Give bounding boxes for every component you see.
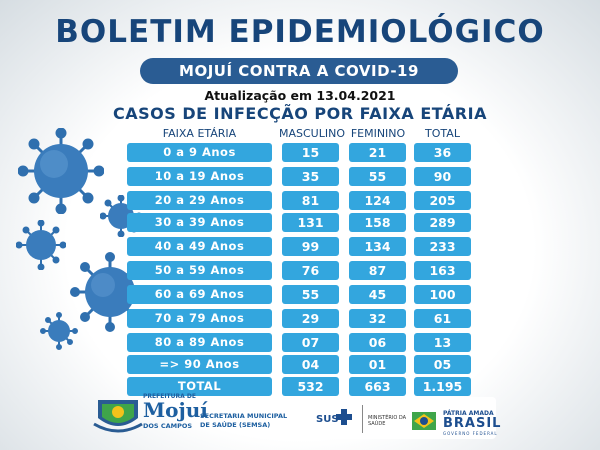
column-header-female: FEMININO (350, 127, 406, 140)
row-male-cell: 15 (282, 143, 339, 162)
row-female-cell: 158 (349, 213, 406, 232)
row-total-cell: 289 (414, 213, 471, 232)
row-female-cell: 21 (349, 143, 406, 162)
ministerio-label: MINISTÉRIO DA SAÚDE (368, 415, 406, 427)
prefeitura-label: PREFEITURA DE (143, 393, 196, 400)
row-male-cell: 76 (282, 261, 339, 280)
row-total-cell: 61 (414, 309, 471, 328)
row-age-cell: 80 a 89 Anos (127, 333, 272, 352)
row-age-cell: 30 a 39 Anos (127, 213, 272, 232)
row-total-cell: 05 (414, 355, 471, 374)
city-name: Mojuí (143, 398, 208, 422)
row-male-cell: 07 (282, 333, 339, 352)
brasil-label: BRASIL (443, 416, 502, 431)
row-male-cell: 29 (282, 309, 339, 328)
secretaria-label: SECRETARIA MUNICIPAL DE SAÚDE (SEMSA) (200, 412, 287, 430)
campaign-banner: MOJUÍ CONTRA A COVID-19 (140, 58, 458, 84)
row-total-cell: 163 (414, 261, 471, 280)
row-age-cell: 10 a 19 Anos (127, 167, 272, 186)
municipal-crest-icon (93, 400, 143, 433)
column-header-total: TOTAL (425, 127, 460, 140)
brazil-flag-icon (412, 412, 436, 430)
patria-amada-label: PÁTRIA AMADA (443, 410, 494, 417)
column-header-male: MASCULINO (279, 127, 345, 140)
row-total-cell: 90 (414, 167, 471, 186)
secretaria-line1: SECRETARIA MUNICIPAL (200, 412, 288, 420)
row-male-cell: 81 (282, 191, 339, 210)
row-age-cell: 60 a 69 Anos (127, 285, 272, 304)
ministerio-line1: MINISTÉRIO DA (368, 415, 407, 421)
row-age-cell: 70 a 79 Anos (127, 309, 272, 328)
sus-cross-icon (336, 409, 352, 425)
sus-logo-text: SUS (316, 414, 339, 425)
coronavirus-icon (40, 312, 78, 350)
row-female-cell: 134 (349, 237, 406, 256)
governo-federal-label: GOVERNO FEDERAL (443, 431, 498, 436)
row-female-cell: 87 (349, 261, 406, 280)
secretaria-line2: DE SAÚDE (SEMSA) (200, 421, 271, 429)
row-age-cell: 40 a 49 Anos (127, 237, 272, 256)
row-female-cell: 55 (349, 167, 406, 186)
row-female-cell: 32 (349, 309, 406, 328)
row-male-cell: 55 (282, 285, 339, 304)
update-date: Atualização em 13.04.2021 (204, 88, 396, 103)
row-age-cell: 0 a 9 Anos (127, 143, 272, 162)
row-age-cell: 50 a 59 Anos (127, 261, 272, 280)
coronavirus-icon (16, 220, 66, 270)
page-title: BOLETIM EPIDEMIOLÓGICO (55, 14, 545, 50)
row-total-cell: 100 (414, 285, 471, 304)
city-suffix: DOS CAMPOS (143, 422, 193, 430)
row-female-cell: 45 (349, 285, 406, 304)
row-male-cell: 35 (282, 167, 339, 186)
coronavirus-icon (18, 128, 104, 214)
row-age-cell: => 90 Anos (127, 355, 272, 374)
row-male-cell: 131 (282, 213, 339, 232)
row-male-cell: 99 (282, 237, 339, 256)
table-subtitle: CASOS DE INFECÇÃO POR FAIXA ETÁRIA (113, 104, 487, 123)
row-male-cell: 04 (282, 355, 339, 374)
row-total-cell: 36 (414, 143, 471, 162)
row-age-cell: 20 a 29 Anos (127, 191, 272, 210)
logo-divider (362, 405, 363, 433)
total-row-total-cell: 1.195 (414, 377, 471, 396)
total-row-female-cell: 663 (349, 377, 406, 396)
column-header-age: FAIXA ETÁRIA (162, 127, 237, 140)
ministerio-line2: SAÚDE (368, 421, 386, 427)
row-female-cell: 06 (349, 333, 406, 352)
row-total-cell: 233 (414, 237, 471, 256)
row-female-cell: 124 (349, 191, 406, 210)
total-row-male-cell: 532 (282, 377, 339, 396)
row-female-cell: 01 (349, 355, 406, 374)
row-total-cell: 205 (414, 191, 471, 210)
total-row-age-cell: TOTAL (127, 377, 272, 396)
row-total-cell: 13 (414, 333, 471, 352)
